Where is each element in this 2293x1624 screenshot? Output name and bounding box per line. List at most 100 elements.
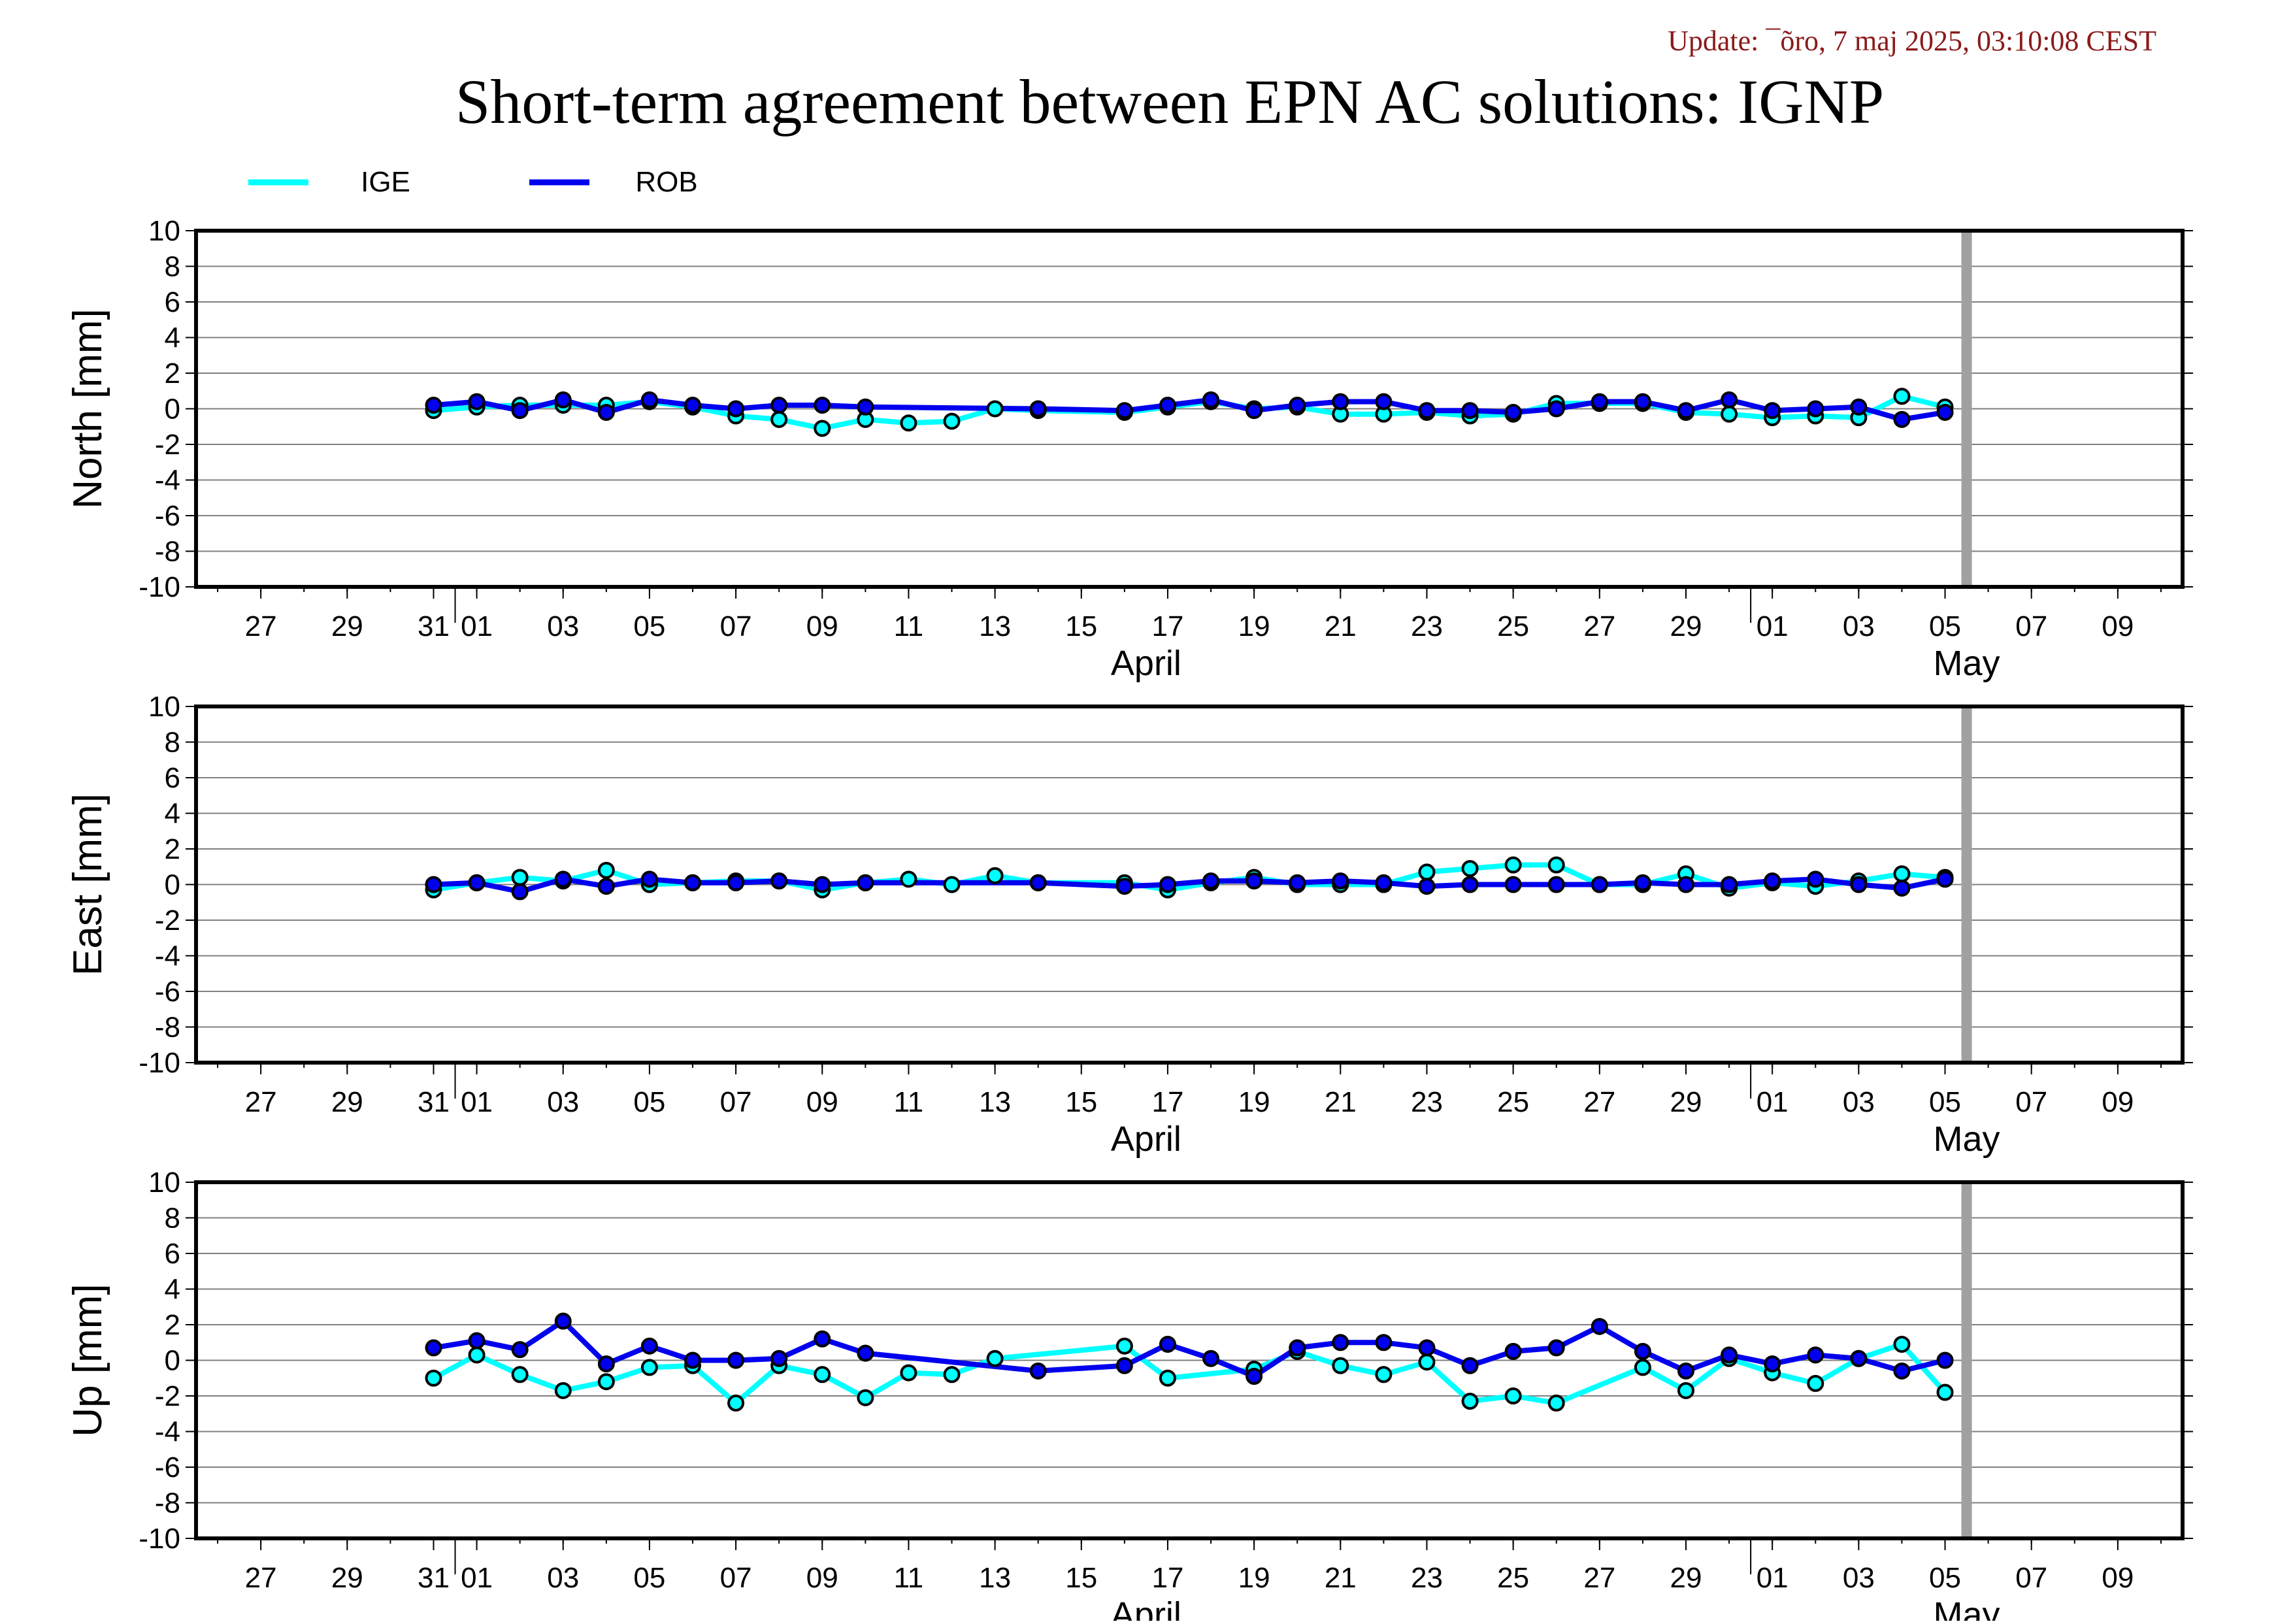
x-tick-label: 01 bbox=[1757, 1562, 1789, 1594]
x-tick-label: 03 bbox=[547, 1562, 579, 1594]
data-point-rob bbox=[1029, 400, 1047, 418]
y-tick-label: 6 bbox=[165, 762, 180, 794]
x-month-label: April bbox=[1111, 1595, 1181, 1621]
x-tick-label: 31 bbox=[418, 1562, 450, 1594]
data-point-ige bbox=[900, 414, 917, 432]
y-tick-label: 10 bbox=[148, 691, 180, 723]
data-point-ige bbox=[814, 1366, 831, 1384]
x-tick-label: 05 bbox=[633, 610, 665, 642]
x-tick-label: 17 bbox=[1151, 1086, 1183, 1118]
y-tick-label: 8 bbox=[165, 1202, 180, 1235]
x-tick-label: 01 bbox=[1757, 1086, 1789, 1118]
x-tick-label: 17 bbox=[1151, 610, 1183, 642]
data-point-ige bbox=[597, 861, 615, 879]
data-point-rob bbox=[1634, 874, 1651, 891]
y-axis-label: North [mm] bbox=[65, 308, 110, 509]
data-point-rob bbox=[1721, 1346, 1738, 1364]
x-tick-label: 13 bbox=[979, 1086, 1011, 1118]
x-tick-label: 09 bbox=[806, 1086, 838, 1118]
update-timestamp: Update: ¯õro, 7 maj 2025, 03:10:08 CEST bbox=[1668, 25, 2156, 57]
data-point-rob bbox=[1418, 402, 1436, 420]
data-point-rob bbox=[684, 397, 701, 414]
x-tick-label: 21 bbox=[1325, 1562, 1357, 1594]
data-point-ige bbox=[1547, 1394, 1565, 1412]
x-tick-label: 27 bbox=[1583, 1086, 1615, 1118]
x-tick-label: 29 bbox=[331, 1086, 363, 1118]
legend-label-ige: IGE bbox=[361, 166, 410, 198]
chart-title: Short-term agreement between EPN AC solu… bbox=[455, 67, 1884, 137]
data-point-ige bbox=[1418, 1353, 1436, 1371]
data-point-ige bbox=[986, 1350, 1004, 1367]
x-tick-label: 09 bbox=[806, 1562, 838, 1594]
current-date-marker bbox=[1961, 706, 1972, 1063]
y-tick-label: -2 bbox=[155, 904, 180, 936]
data-point-ige bbox=[1461, 859, 1479, 877]
panel-east: 10 86 42 0-2 -4 -6 -8-10 27 29 31 01 03 05 07 09 11 13 15… bbox=[65, 691, 2193, 1159]
data-point-rob bbox=[1375, 874, 1393, 891]
data-point-rob bbox=[1504, 403, 1522, 421]
data-point-rob bbox=[1721, 876, 1738, 893]
y-tick-label: 4 bbox=[165, 798, 180, 830]
data-point-rob bbox=[1159, 876, 1176, 893]
data-point-rob bbox=[1634, 1342, 1651, 1360]
y-tick-label: -4 bbox=[155, 465, 180, 497]
data-point-ige bbox=[943, 876, 961, 893]
y-tick-label: 4 bbox=[165, 1274, 180, 1306]
y-tick-label: -6 bbox=[155, 976, 180, 1008]
y-tick-label: -10 bbox=[139, 1047, 180, 1079]
x-tick-label: 19 bbox=[1238, 610, 1270, 642]
data-point-rob bbox=[511, 402, 529, 420]
data-point-ige bbox=[986, 400, 1004, 418]
data-point-rob bbox=[640, 870, 658, 888]
data-point-rob bbox=[511, 1341, 529, 1359]
x-tick-label: 01 bbox=[461, 1086, 493, 1118]
data-point-ige bbox=[900, 1364, 917, 1382]
data-point-rob bbox=[1547, 876, 1565, 893]
data-point-rob bbox=[1115, 402, 1133, 420]
y-tick-label: -10 bbox=[139, 571, 180, 603]
data-point-ige bbox=[943, 1366, 961, 1384]
data-point-rob bbox=[1289, 397, 1306, 414]
series-line-rob bbox=[433, 397, 1946, 422]
y-tick-label: 2 bbox=[165, 833, 180, 865]
data-point-ige bbox=[1159, 1369, 1176, 1387]
y-tick-label: -2 bbox=[155, 1380, 180, 1412]
data-point-rob bbox=[1591, 876, 1608, 893]
data-point-rob bbox=[1850, 1350, 1868, 1367]
x-tick-label: 03 bbox=[1843, 1562, 1875, 1594]
data-point-ige bbox=[814, 420, 831, 437]
data-point-rob bbox=[857, 874, 874, 891]
y-tick-label: 8 bbox=[165, 251, 180, 283]
x-tick-label: 07 bbox=[2015, 610, 2047, 642]
data-point-rob bbox=[1504, 876, 1522, 893]
x-tick-label: 13 bbox=[979, 1562, 1011, 1594]
data-point-ige bbox=[1115, 1337, 1133, 1355]
data-point-rob bbox=[770, 872, 788, 890]
data-point-rob bbox=[597, 878, 615, 895]
data-point-rob bbox=[554, 391, 572, 408]
data-point-ige bbox=[511, 1366, 529, 1384]
data-point-rob bbox=[814, 876, 831, 893]
data-point-rob bbox=[1418, 1339, 1436, 1357]
data-point-rob bbox=[1245, 872, 1263, 890]
data-point-rob bbox=[1461, 876, 1479, 893]
x-tick-label: 05 bbox=[633, 1562, 665, 1594]
y-tick-label: 4 bbox=[165, 322, 180, 354]
data-point-ige bbox=[1375, 1366, 1393, 1384]
data-point-rob bbox=[1850, 876, 1868, 893]
data-point-rob bbox=[640, 1337, 658, 1355]
data-point-rob bbox=[1547, 1339, 1565, 1357]
x-tick-label: 03 bbox=[1843, 610, 1875, 642]
data-point-rob bbox=[814, 1330, 831, 1348]
data-point-rob bbox=[1634, 393, 1651, 410]
data-point-ige bbox=[727, 1394, 745, 1412]
data-point-rob bbox=[770, 397, 788, 414]
x-tick-label: 27 bbox=[245, 1086, 277, 1118]
y-tick-label: 10 bbox=[148, 215, 180, 247]
x-tick-label: 29 bbox=[1670, 610, 1702, 642]
data-point-rob bbox=[597, 403, 615, 421]
x-tick-label: 03 bbox=[547, 1086, 579, 1118]
y-axis-label: Up [mm] bbox=[65, 1284, 110, 1436]
x-month-label: April bbox=[1111, 1119, 1181, 1159]
